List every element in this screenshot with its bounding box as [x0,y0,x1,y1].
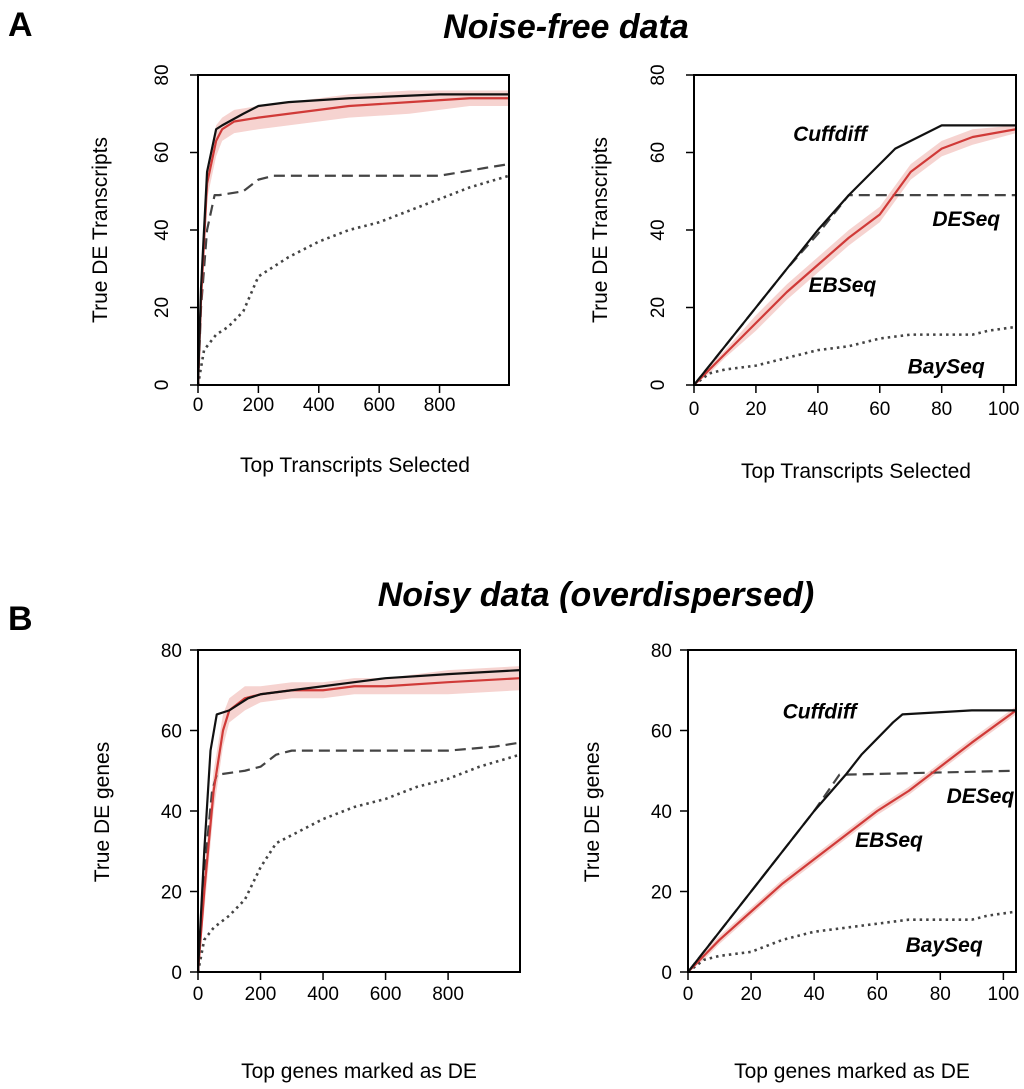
x-tick-label: 0 [683,984,694,1005]
y-tick-label: 0 [648,380,669,391]
x-tick-label: 200 [243,395,275,416]
y-tick-label: 20 [152,297,173,318]
series-line-cuffdiff [694,124,1016,385]
y-tick-label: 60 [161,722,182,743]
x-tick-label: 400 [303,395,335,416]
chart-a-left: 0 200 400 600 800 0 20 40 60 80 Top Transcripts Se… [89,64,510,477]
series-line-cuffdiff [198,93,509,385]
chart-a-right: 0 20 40 60 80 100 0 20 40 60 80 Top Transcripts Sel… [589,64,1019,483]
x-tick-label: 200 [245,984,277,1005]
y-tick-label: 20 [648,297,669,318]
annotation-cuffdiff: Cuffdiff [783,700,859,723]
x-tick-label: 100 [988,984,1020,1005]
band-ebseq [198,666,520,972]
x-axis-label: Top genes marked as DE [241,1060,477,1083]
series-line-bayseq [694,325,1016,385]
y-tick-label: 20 [161,883,182,904]
y-axis-label: True DE Transcripts [589,137,612,323]
x-tick-label: 400 [307,984,339,1005]
annotation-bayseq: BaySeq [908,355,985,378]
plot-area [688,706,1016,972]
y-tick-label: 40 [648,219,669,240]
x-tick-label: 20 [745,399,766,420]
chart-b-left: 0 200 400 600 800 0 20 40 60 80 Top genes marked a… [91,641,521,1083]
x-tick-label: 40 [804,984,825,1005]
plot-area [198,666,520,972]
panel-a-title: Noise-free data [443,8,689,46]
panel-a-letter: A [8,6,33,44]
y-tick-label: 40 [651,802,672,823]
series-line-bayseq [198,174,509,385]
chart-b-right: 0 20 40 60 80 100 0 20 40 60 80 Top genes marked as… [581,641,1019,1083]
series-line-ebseq [198,97,509,385]
band-ebseq [198,90,509,385]
annotation-bayseq: BaySeq [906,934,983,957]
x-tick-label: 600 [363,395,395,416]
plot-area [694,124,1016,385]
y-axis-label: True DE Transcripts [89,137,112,323]
series-line-ebseq [694,128,1016,385]
x-axis-label: Top Transcripts Selected [741,460,971,483]
annotation-deseq: DESeq [947,785,1015,808]
annotation-cuffdiff: Cuffdiff [793,123,869,146]
y-tick-label: 20 [651,883,672,904]
y-tick-label: 80 [161,641,182,662]
x-axis-label: Top Transcripts Selected [240,454,470,477]
plot-area [198,90,509,385]
panel-b-title: Noisy data (overdispersed) [378,576,814,614]
annotation-ebseq: EBSeq [855,829,923,852]
x-tick-label: 100 [988,399,1020,420]
x-tick-label: 0 [689,399,700,420]
y-tick-label: 60 [152,142,173,163]
x-tick-label: 0 [193,984,204,1005]
series-line-deseq [198,741,520,972]
x-tick-label: 800 [432,984,464,1005]
series-line-deseq [198,163,509,385]
x-tick-label: 80 [930,984,951,1005]
series-line-cuffdiff [198,669,520,972]
y-tick-label: 40 [161,802,182,823]
y-axis-label: True DE genes [581,742,604,882]
series-line-cuffdiff [688,709,1016,972]
y-tick-label: 60 [651,722,672,743]
x-axis-label: Top genes marked as DE [734,1060,970,1083]
series-line-bayseq [688,910,1016,972]
y-tick-label: 0 [152,380,173,391]
series-line-ebseq [688,709,1016,972]
y-tick-label: 0 [171,963,182,984]
series-line-bayseq [198,753,520,972]
y-tick-label: 40 [152,219,173,240]
y-tick-label: 0 [661,963,672,984]
y-tick-label: 80 [651,641,672,662]
x-tick-label: 60 [869,399,890,420]
panel-b-letter: B [8,600,33,638]
x-tick-label: 60 [867,984,888,1005]
y-tick-label: 80 [648,64,669,85]
annotation-deseq: DESeq [932,208,1000,231]
y-axis-label: True DE genes [91,742,114,882]
x-tick-label: 600 [370,984,402,1005]
x-tick-label: 800 [424,395,456,416]
x-tick-label: 20 [741,984,762,1005]
band-ebseq [694,125,1016,385]
x-tick-label: 40 [807,399,828,420]
series-line-ebseq [198,677,520,972]
x-tick-label: 80 [931,399,952,420]
x-tick-label: 0 [193,395,204,416]
y-tick-label: 60 [648,142,669,163]
y-tick-label: 80 [152,64,173,85]
annotation-ebseq: EBSeq [809,274,877,297]
